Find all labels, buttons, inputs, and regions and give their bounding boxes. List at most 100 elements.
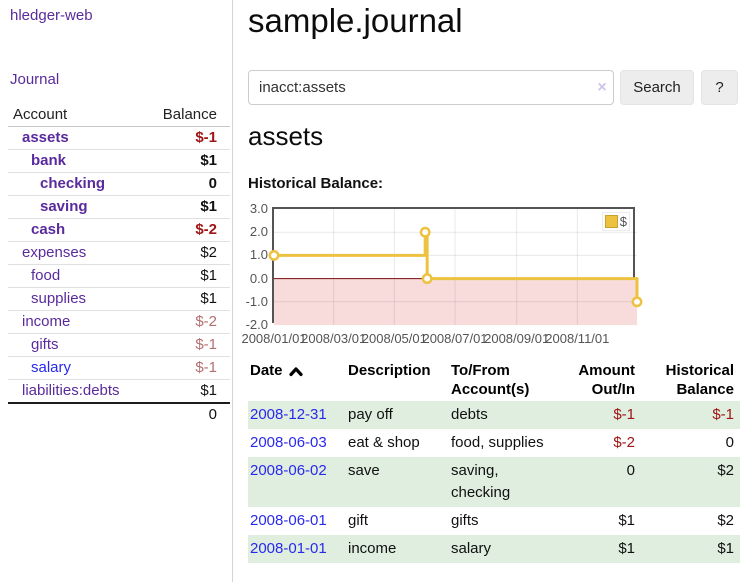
account-balance: $-1 <box>195 129 217 146</box>
transaction-accounts: gifts <box>451 512 479 529</box>
register-header-date[interactable]: Date <box>248 359 346 401</box>
x-axis-tick-label: 2008/05/01 <box>361 331 427 346</box>
account-balance: $-1 <box>195 359 217 376</box>
account-row-liabilities-debts: liabilities:debts $1 <box>8 380 230 403</box>
account-row-saving: saving $1 <box>8 196 230 219</box>
register-table: Date Description To/From Account(s) Amou… <box>248 359 740 563</box>
account-balance: $1 <box>200 382 217 399</box>
register-row: 2008-06-02 save saving, checking 0 $2 <box>248 457 740 507</box>
register-header-row: Date Description To/From Account(s) Amou… <box>248 359 740 401</box>
register-row: 2008-06-03 eat & shop food, supplies $-2… <box>248 429 740 457</box>
account-link[interactable]: assets <box>22 129 69 146</box>
chart-legend: $ <box>601 212 630 231</box>
account-row-assets: assets $-1 <box>8 127 230 150</box>
account-row-expenses: expenses $2 <box>8 242 230 265</box>
account-row-checking: checking 0 <box>8 173 230 196</box>
search-input[interactable] <box>248 70 614 105</box>
transaction-date-link[interactable]: 2008-12-31 <box>250 406 327 423</box>
transaction-date-link[interactable]: 2008-06-01 <box>250 512 327 529</box>
sidebar: hledger-web Journal Account Balance asse… <box>0 0 233 582</box>
account-link[interactable]: bank <box>31 152 67 169</box>
transaction-accounts: saving, checking <box>451 462 511 501</box>
account-link[interactable]: expenses <box>22 244 87 261</box>
accounts-total-balance: 0 <box>208 406 217 423</box>
sort-caret-up-icon <box>288 367 303 377</box>
transaction-amount: $1 <box>618 512 635 529</box>
transaction-balance: $2 <box>717 512 734 529</box>
account-heading: assets <box>248 121 324 151</box>
account-column-header: Account <box>13 106 68 123</box>
account-row-supplies: supplies $1 <box>8 288 230 311</box>
account-row-bank: bank $1 <box>8 150 230 173</box>
transaction-balance: $2 <box>717 462 734 479</box>
page-title: sample.journal <box>248 2 463 39</box>
chart-title: Historical Balance: <box>248 175 384 192</box>
account-link[interactable]: salary <box>31 359 72 376</box>
transaction-date-link[interactable]: 2008-01-01 <box>250 540 327 557</box>
app-title-link[interactable]: hledger-web <box>10 7 93 24</box>
y-axis-tick-label: 0.0 <box>249 270 268 286</box>
balance-column-header: Balance <box>162 106 217 123</box>
series-swatch-icon <box>604 215 618 228</box>
account-link[interactable]: saving <box>40 198 88 215</box>
register-header-tofrom: To/From Account(s) <box>451 362 530 398</box>
transaction-amount: $-2 <box>613 434 635 451</box>
transaction-description: income <box>348 540 397 557</box>
transaction-description: pay off <box>348 406 393 423</box>
y-axis-tick-label: -2.0 <box>245 317 268 332</box>
historical-balance-chart: 3.0 2.0 1.0 0.0 -1.0 -2.0 $ 2008/01/01 2008/03… <box>240 201 742 347</box>
accounts-table: Account Balance assets $-1 bank $1 check… <box>8 104 230 426</box>
clear-search-icon[interactable]: × <box>597 79 607 96</box>
transaction-date-link[interactable]: 2008-06-03 <box>250 434 327 451</box>
legend-label: $ <box>619 214 627 229</box>
transaction-description: save <box>348 462 380 479</box>
register-header-balance: Historical Balance <box>665 362 734 398</box>
account-balance: $1 <box>200 152 217 169</box>
account-link[interactable]: income <box>22 313 71 330</box>
transaction-description: gift <box>348 512 369 529</box>
search-button[interactable]: Search <box>620 70 694 105</box>
x-axis-tick-label: 2008/07/01 <box>422 331 488 346</box>
transaction-balance: $-1 <box>712 406 734 423</box>
accounts-table-header-row: Account Balance <box>8 104 230 127</box>
x-axis-tick-label: 2008/11/01 <box>545 331 610 346</box>
register-row: 2008-12-31 pay off debts $-1 $-1 <box>248 401 740 429</box>
account-balance: $1 <box>200 290 217 307</box>
x-axis-tick-label: 2008/01/01 <box>241 331 307 346</box>
register-row: 2008-06-01 gift gifts $1 $2 <box>248 507 740 535</box>
x-axis-tick-label: 2008/09/01 <box>484 331 550 346</box>
transaction-accounts: food, supplies <box>451 434 544 451</box>
y-axis-tick-label: 1.0 <box>249 247 268 263</box>
y-axis-tick-label: 3.0 <box>249 201 268 216</box>
account-balance: $-2 <box>195 313 217 330</box>
account-balance: 0 <box>208 175 217 192</box>
account-row-cash: cash $-2 <box>8 219 230 242</box>
transaction-amount: $1 <box>618 540 635 557</box>
help-button[interactable]: ? <box>701 70 738 105</box>
transaction-date-link[interactable]: 2008-06-02 <box>250 462 327 479</box>
chart-plot-area[interactable]: $ <box>268 207 643 325</box>
register-header-description: Description <box>348 362 431 379</box>
search-form: × Search ? <box>248 70 742 105</box>
account-link[interactable]: food <box>31 267 61 284</box>
account-link[interactable]: checking <box>40 175 106 192</box>
account-balance: $-1 <box>195 336 217 353</box>
transaction-accounts: salary <box>451 540 492 557</box>
account-link[interactable]: supplies <box>31 290 87 307</box>
account-link[interactable]: gifts <box>31 336 59 353</box>
sidebar-item-journal[interactable]: Journal <box>10 71 60 88</box>
accounts-total-row: 0 <box>8 403 230 426</box>
account-link[interactable]: liabilities:debts <box>22 382 120 399</box>
account-balance: $1 <box>200 267 217 284</box>
transaction-accounts: debts <box>451 406 488 423</box>
account-link[interactable]: cash <box>31 221 66 238</box>
account-balance: $1 <box>200 198 217 215</box>
register-row: 2008-01-01 income salary $1 $1 <box>248 535 740 563</box>
account-balance: $2 <box>200 244 217 261</box>
y-axis-tick-label: 2.0 <box>249 224 268 240</box>
date-header-label: Date <box>250 362 283 379</box>
account-balance: $-2 <box>195 221 217 238</box>
transaction-amount: $-1 <box>613 406 635 423</box>
account-row-income: income $-2 <box>8 311 230 334</box>
account-row-food: food $1 <box>8 265 230 288</box>
